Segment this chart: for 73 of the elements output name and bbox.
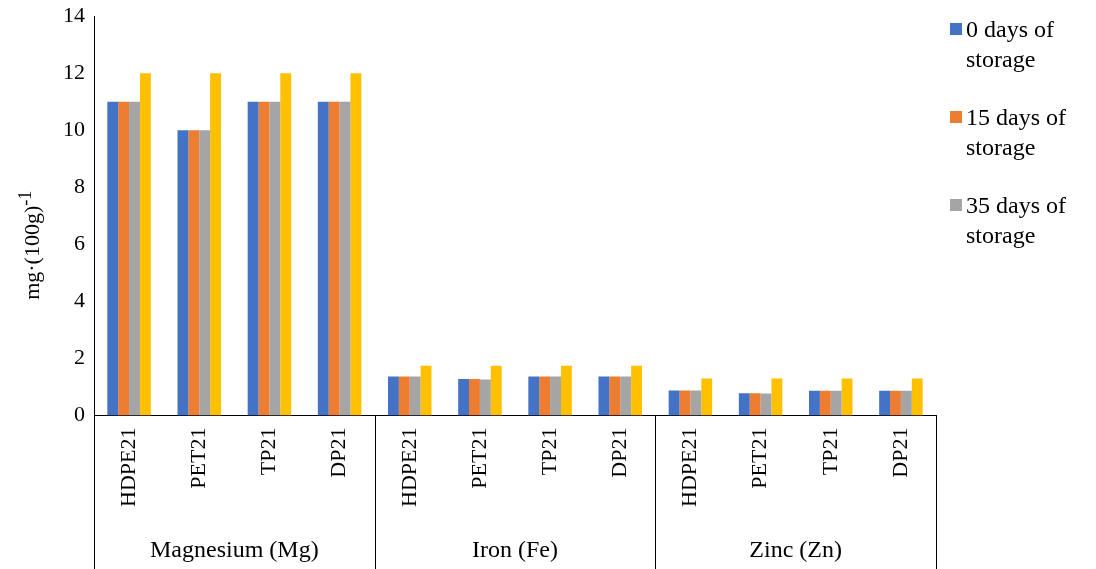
bar	[339, 101, 351, 416]
bar	[388, 376, 399, 416]
bar	[469, 379, 480, 416]
bar	[210, 73, 221, 416]
y-tick-label: 4	[74, 287, 85, 313]
bar	[118, 101, 130, 416]
x-tick-label: TP21	[816, 427, 842, 476]
bar	[350, 73, 362, 416]
bar	[738, 393, 750, 416]
bar	[620, 376, 632, 416]
x-tick-label: PET21	[465, 427, 491, 489]
bar	[398, 376, 410, 416]
bar	[177, 130, 189, 416]
bar	[139, 73, 151, 416]
bar	[317, 101, 329, 416]
bar	[890, 390, 901, 416]
bar	[280, 73, 292, 416]
x-tick-label: DP21	[606, 427, 632, 478]
bar	[258, 101, 270, 416]
legend-label: 35 days of storage	[966, 191, 1067, 250]
bar	[911, 378, 923, 416]
bar	[479, 379, 491, 416]
bar	[819, 390, 831, 416]
bar	[129, 101, 140, 416]
bar	[420, 365, 432, 416]
bar	[771, 378, 783, 416]
bar	[247, 101, 259, 416]
x-tick-label: PET21	[746, 427, 772, 489]
bar	[550, 376, 561, 416]
bar	[749, 393, 761, 416]
bar	[528, 376, 540, 416]
bar	[409, 376, 421, 416]
bar	[668, 390, 680, 416]
x-tick-label: HDPE21	[114, 427, 140, 507]
bar	[809, 390, 820, 416]
text: Magnesium (Mg)	[150, 536, 319, 563]
bar	[879, 390, 891, 416]
bar	[107, 101, 119, 416]
y-tick-label: 14	[63, 1, 85, 27]
bar	[830, 390, 842, 416]
bar	[188, 130, 200, 416]
x-tick-label: TP21	[535, 427, 561, 476]
bar	[609, 376, 621, 416]
text: Zinc (Zn)	[749, 536, 842, 563]
bar	[328, 101, 340, 416]
bar	[539, 376, 551, 416]
bar	[679, 390, 691, 416]
x-tick-label: TP21	[255, 427, 281, 476]
x-tick-label: DP21	[886, 427, 912, 478]
x-tick-label: HDPE21	[676, 427, 702, 507]
x-tick-label: PET21	[185, 427, 211, 489]
bar	[631, 365, 642, 416]
legend-label: 15 days of storage	[966, 103, 1067, 162]
text: Iron (Fe)	[472, 536, 558, 563]
y-tick-label: 8	[74, 173, 85, 199]
y-tick-label: 2	[74, 344, 85, 370]
bar	[900, 390, 912, 416]
bar	[269, 101, 281, 416]
legend-label: 0 days of storage	[966, 15, 1055, 74]
y-tick-label: 6	[74, 230, 85, 256]
bar	[598, 376, 610, 416]
bar	[690, 390, 702, 416]
bar	[458, 379, 470, 416]
y-tick-label: 10	[63, 116, 85, 142]
bar	[490, 365, 502, 416]
bar	[701, 378, 713, 416]
y-tick-label: 12	[63, 59, 85, 85]
y-tick-label: 0	[74, 401, 85, 427]
x-tick-label: HDPE21	[395, 427, 421, 507]
bar	[560, 365, 572, 416]
bar	[199, 130, 211, 416]
bar	[841, 378, 853, 416]
x-tick-label: DP21	[325, 427, 351, 478]
